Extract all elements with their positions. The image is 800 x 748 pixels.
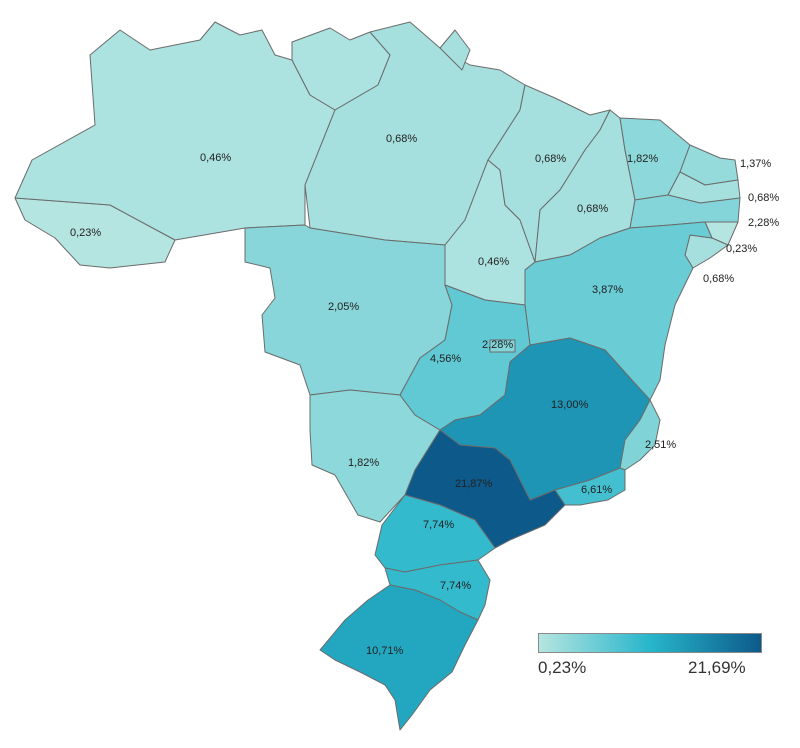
state-ap[interactable] — [439, 29, 471, 71]
label-pb: 0,68% — [748, 192, 779, 204]
label-rn: 1,37% — [740, 158, 771, 170]
label-al: 0,23% — [726, 243, 757, 255]
state-df[interactable] — [489, 339, 516, 353]
legend-max-label: 21,69% — [688, 658, 746, 677]
label-pi: 0,68% — [577, 203, 608, 215]
label-pa: 0,68% — [386, 133, 417, 145]
label-rj: 6,61% — [581, 484, 612, 496]
label-ms: 1,82% — [348, 457, 379, 469]
label-ce: 1,82% — [627, 153, 658, 165]
legend-min-label: 0,23% — [538, 658, 587, 677]
label-go: 4,56% — [430, 353, 461, 365]
legend-color-scale — [538, 633, 762, 653]
label-sc: 7,74% — [440, 580, 471, 592]
label-mg: 13,00% — [551, 399, 589, 411]
label-rs: 10,71% — [366, 645, 404, 657]
label-ac: 0,23% — [70, 227, 101, 239]
label-es: 2,51% — [645, 439, 676, 451]
label-to: 0,46% — [478, 256, 509, 268]
label-ma: 0,68% — [535, 153, 566, 165]
label-se: 0,68% — [703, 273, 734, 285]
label-pe: 2,28% — [748, 217, 779, 229]
label-am: 0,46% — [200, 152, 231, 164]
label-sp: 21,87% — [455, 478, 493, 490]
label-pr: 7,74% — [423, 519, 454, 531]
label-df: 2,28% — [482, 339, 513, 351]
state-rs[interactable] — [319, 584, 479, 731]
label-mt: 2,05% — [328, 301, 359, 313]
label-ba: 3,87% — [592, 284, 623, 296]
